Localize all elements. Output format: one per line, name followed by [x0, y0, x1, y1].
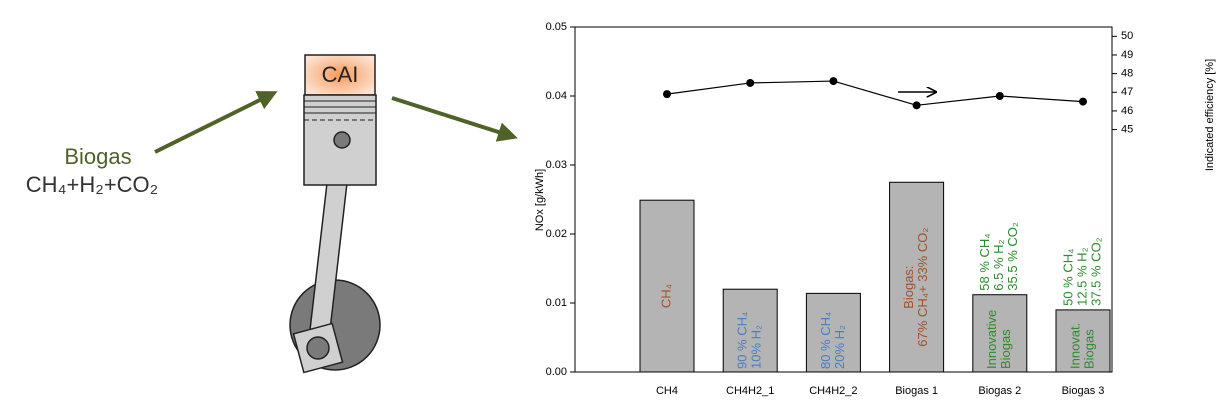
chart: NOx [g/kWh] Indicated efficiency [%] 0.0…: [534, 21, 1216, 397]
bar-annotation: 80 % CH₄: [818, 312, 833, 369]
efficiency-point: [1079, 97, 1087, 106]
efficiency-line: [666, 80, 1084, 106]
pin: [333, 131, 351, 149]
bar-annotation: 50 % CH₄: [1060, 249, 1075, 306]
bar: [889, 181, 945, 373]
efficiency-point: [912, 101, 921, 110]
x-tick-label: Biogas 1: [895, 385, 938, 397]
bar-annotation: Biogas:: [901, 265, 916, 308]
bar: [639, 199, 695, 373]
efficiency-point: [663, 90, 671, 99]
y-tick-label: 0.04: [546, 90, 567, 102]
y2-tick-label: 49: [1121, 49, 1133, 61]
bar-annotation: Innovat.: [1067, 323, 1082, 369]
bar-annotation: Innovative: [984, 310, 999, 369]
arrow-out: [391, 96, 518, 142]
y2-tick-label: 48: [1121, 68, 1133, 80]
engine-label: CAI: [322, 62, 359, 87]
x-tick-label: CH4: [656, 385, 678, 397]
y-tick-label: 0.02: [546, 228, 567, 240]
bar-annotation: 12.5 % H₂: [1074, 247, 1089, 306]
x-tick-label: Biogas 2: [978, 385, 1021, 397]
x-tick-label: Biogas 3: [1062, 385, 1105, 397]
bar-annotation: CH₄: [658, 284, 673, 308]
bar: [1055, 309, 1111, 373]
bar-annotation: 58 % CH₄: [977, 233, 992, 290]
bar-annotation: 10% H₂: [749, 325, 764, 369]
formula: CH₄+H₂+CO₂: [26, 172, 158, 197]
bar-annotation: Biogas: [1081, 329, 1096, 369]
y-tick-label: 0.01: [546, 297, 567, 309]
y2-tick-label: 50: [1121, 30, 1133, 42]
y-tick-label: 0.03: [546, 159, 567, 171]
bar-annotation: 37.5 % CO₂: [1088, 237, 1103, 306]
bar-annotation: Biogas: [998, 329, 1013, 369]
engine-illustration: Biogas CH₄+H₂+CO₂ CAI: [26, 54, 518, 374]
bar-annotation: 35.5 % CO₂: [1005, 222, 1020, 291]
x-tick-label: CH4H2_2: [809, 385, 857, 397]
bar-annotation: 90 % CH₄: [735, 312, 750, 369]
y-tick-label: 0.00: [546, 366, 567, 378]
bar-annotation: 67% CH₄+ 33% CO₂: [915, 228, 930, 347]
efficiency-point: [746, 78, 755, 87]
bar-annotation: 20% H₂: [832, 325, 847, 369]
arrow-in: [154, 91, 278, 154]
bar: [805, 292, 861, 373]
y-axis-label: NOx [g/kWh]: [534, 169, 546, 231]
input-label: Biogas: [64, 144, 131, 169]
y2-tick-label: 46: [1121, 105, 1133, 117]
y2-tick-label: 45: [1121, 123, 1133, 135]
x-tick-label: CH4H2_1: [726, 385, 774, 397]
bar: [722, 288, 778, 373]
bar: [972, 294, 1028, 373]
bar-annotation: 6.5 % H₂: [991, 239, 1006, 290]
y2-axis-label: Indicated efficiency [%]: [1204, 59, 1216, 171]
cylinder-head: [304, 54, 376, 96]
y2-tick-label: 47: [1121, 86, 1133, 98]
crank-pin: [306, 336, 330, 360]
efficiency-point: [995, 92, 1004, 100]
efficiency-point: [829, 77, 838, 86]
y-tick-label: 0.05: [546, 21, 567, 33]
